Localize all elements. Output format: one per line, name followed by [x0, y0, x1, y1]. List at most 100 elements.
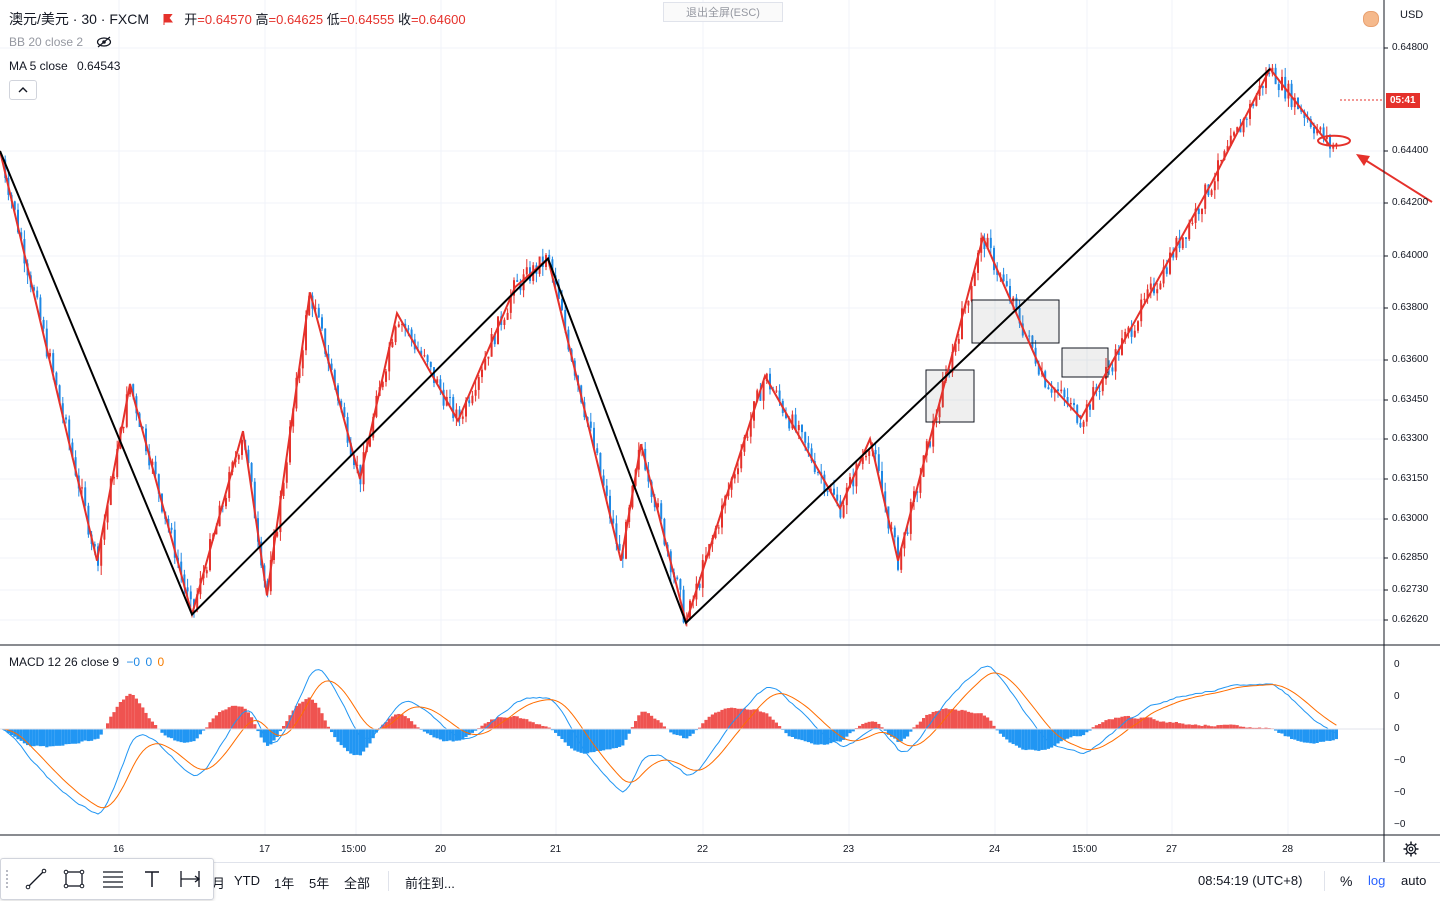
macd-histogram-bar [756, 709, 759, 729]
measure-icon[interactable] [177, 867, 203, 891]
macd-histogram-bar [42, 729, 45, 746]
candle-body [468, 400, 470, 403]
collapse-legend-button[interactable] [9, 80, 37, 100]
macd-histogram-bar [359, 729, 362, 755]
exit-fullscreen-button[interactable]: 退出全屏(ESC) [663, 2, 783, 22]
macd-histogram-bar [1156, 721, 1159, 729]
rectangle-icon[interactable] [61, 867, 87, 891]
macd-histogram-bar [352, 729, 355, 755]
low-value: =0.64555 [340, 12, 395, 27]
candle-body [238, 455, 240, 459]
macd-histogram-bar [128, 694, 131, 729]
currency-label[interactable]: USD [1400, 9, 1423, 21]
ma-value: 0.64543 [77, 59, 120, 73]
fib-levels-icon[interactable] [100, 867, 126, 891]
macd-line [2, 666, 1336, 814]
macd-histogram-bar [1028, 729, 1031, 750]
macd-value: −0 [126, 655, 140, 669]
macd-histogram-bar [516, 716, 519, 729]
macd-histogram-bar [640, 712, 643, 729]
macd-histogram-bar [1181, 724, 1184, 729]
range-all[interactable]: 全部 [344, 873, 370, 892]
macd-histogram-bar [1204, 725, 1207, 729]
macd-histogram-bar [1034, 729, 1037, 750]
macd-histogram-bar [532, 722, 535, 729]
candle-body [1115, 349, 1117, 371]
range-ytd[interactable]: YTD [234, 873, 260, 888]
candle-body [990, 238, 992, 248]
macd-histogram-bar [276, 729, 279, 737]
eye-off-icon[interactable] [96, 36, 112, 51]
macd-histogram-bar [836, 729, 839, 741]
trend-line-icon[interactable] [23, 867, 49, 891]
range-1y[interactable]: 1年 [274, 873, 294, 892]
macd-histogram-bar [20, 729, 23, 741]
macd-histogram-bar [311, 700, 314, 729]
clock-timezone[interactable]: 08:54:19 (UTC+8) [1198, 873, 1302, 888]
text-icon[interactable] [139, 867, 165, 891]
candle-body [798, 425, 800, 430]
candle-body [807, 443, 809, 449]
macd-histogram-bar [1072, 729, 1075, 736]
macd-histogram-bar [586, 729, 589, 753]
macd-histogram-bar [871, 721, 874, 729]
macd-histogram-bar [797, 729, 800, 739]
candle-body [1182, 237, 1184, 248]
candle-body [171, 528, 173, 530]
macd-histogram-bar [151, 722, 154, 729]
high-label: 高 [256, 12, 269, 27]
candle-body [1143, 299, 1145, 300]
macd-histogram-bar [199, 729, 202, 734]
price-chart[interactable] [0, 0, 1440, 862]
ma-indicator-label[interactable]: MA 5 close 0.64543 [9, 59, 120, 73]
price-tick-label: 0.64000 [1392, 250, 1428, 261]
macd-indicator-label[interactable]: MACD 12 26 close 9 −0 0 0 [9, 655, 164, 669]
candle-body [391, 342, 393, 347]
macd-histogram-bar [336, 729, 339, 742]
percent-scale-toggle[interactable]: % [1340, 873, 1352, 889]
range-5y[interactable]: 5年 [309, 873, 329, 892]
goto-date-button[interactable]: 前往到... [405, 873, 455, 892]
macd-histogram-bar [1296, 729, 1299, 741]
macd-histogram-bar [1312, 729, 1315, 744]
candle-body [462, 416, 464, 418]
drag-handle[interactable] [5, 869, 9, 889]
macd-histogram-bar [1114, 718, 1117, 729]
time-tick-label: 24 [989, 844, 1000, 855]
macd-histogram-bar [765, 713, 768, 729]
candle-body [1099, 391, 1101, 392]
bb-indicator-label[interactable]: BB 20 close 2 [9, 35, 112, 51]
candle-body [865, 456, 867, 457]
macd-histogram-bar [960, 710, 963, 729]
macd-histogram-bar [253, 724, 256, 729]
macd-histogram-bar [314, 703, 317, 729]
macd-histogram-bar [192, 729, 195, 741]
gear-icon[interactable] [1403, 841, 1419, 862]
candle-body [449, 397, 451, 398]
macd-histogram-bar [1140, 718, 1143, 729]
macd-histogram-bar [509, 717, 512, 729]
macd-histogram-bar [212, 718, 215, 729]
macd-histogram-bar [404, 716, 407, 729]
auto-scale-toggle[interactable]: auto [1401, 873, 1426, 888]
macd-histogram-bar [1127, 716, 1130, 729]
symbol-title[interactable]: 澳元/美元 · 30 · FXCM [9, 11, 149, 27]
macd-histogram-bar [1178, 723, 1181, 729]
log-scale-toggle[interactable]: log [1368, 873, 1385, 888]
rectangle-drawing [1062, 348, 1108, 377]
macd-histogram-bar [788, 729, 791, 736]
candle-body [516, 280, 518, 282]
macd-histogram-bar [538, 724, 541, 729]
macd-histogram-bar [87, 729, 90, 741]
macd-histogram-bar [394, 715, 397, 729]
alert-dot-icon[interactable] [1363, 11, 1379, 27]
flag-icon[interactable] [163, 13, 173, 24]
macd-histogram-bar [624, 729, 627, 740]
price-tick-label: 0.62850 [1392, 552, 1428, 563]
macd-histogram-bar [362, 729, 365, 752]
macd-histogram-bar [1197, 725, 1200, 729]
macd-histogram-bar [320, 713, 323, 729]
macd-histogram-bar [941, 709, 944, 729]
candle-body [427, 355, 429, 362]
macd-histogram-bar [970, 713, 973, 729]
